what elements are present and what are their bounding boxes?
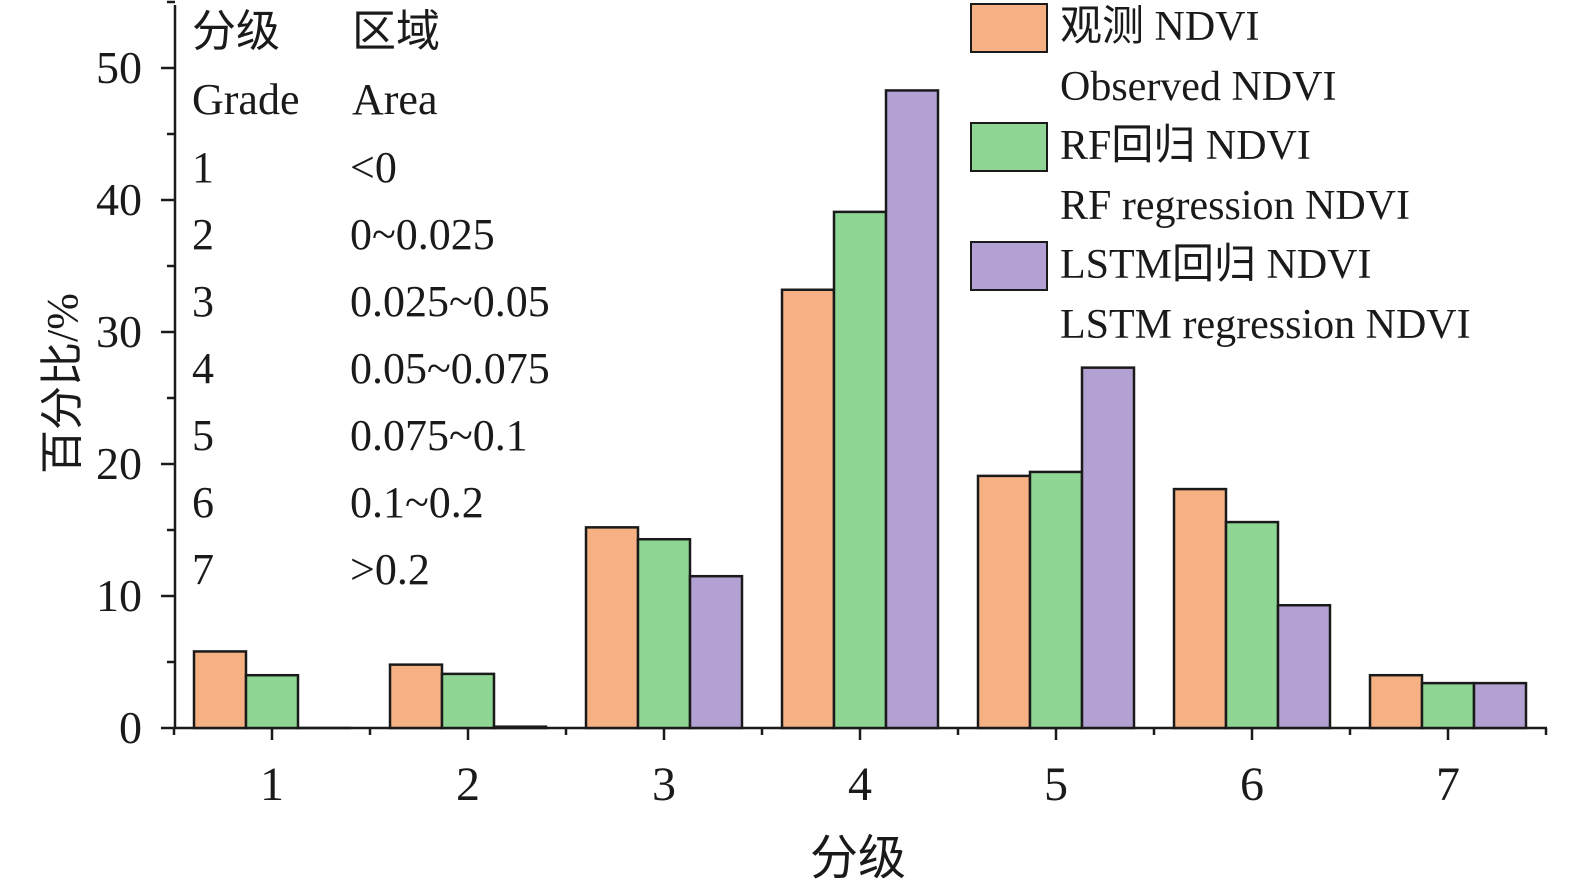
x-tick-label: 5 bbox=[1044, 758, 1068, 811]
table-grade-3: 3 bbox=[192, 280, 214, 324]
y-tick-label: 20 bbox=[96, 438, 142, 489]
legend-swatch-rf bbox=[970, 122, 1048, 172]
legend-label-rf-zh: RF回归 NDVI bbox=[1060, 125, 1311, 167]
table-header-grade-en: Grade bbox=[192, 78, 300, 122]
legend-label-lstm-en: LSTM regression NDVI bbox=[1060, 304, 1471, 346]
bar-rf-3 bbox=[638, 539, 690, 728]
table-area-2: 0~0.025 bbox=[350, 213, 495, 257]
bar-observed-1 bbox=[194, 651, 246, 728]
bar-lstm-6 bbox=[1278, 605, 1330, 728]
legend-swatch-lstm bbox=[970, 241, 1048, 291]
bar-observed-4 bbox=[782, 290, 834, 728]
x-tick-label: 2 bbox=[456, 758, 480, 811]
table-grade-4: 4 bbox=[192, 347, 214, 391]
bar-lstm-7 bbox=[1474, 683, 1526, 728]
x-tick-label: 1 bbox=[260, 758, 284, 811]
table-grade-1: 1 bbox=[192, 146, 214, 190]
legend-swatch-observed bbox=[970, 3, 1048, 53]
bar-rf-7 bbox=[1422, 683, 1474, 728]
x-tick-label: 3 bbox=[652, 758, 676, 811]
table-area-4: 0.05~0.075 bbox=[350, 347, 550, 391]
table-area-3: 0.025~0.05 bbox=[350, 280, 550, 324]
bar-observed-5 bbox=[978, 476, 1030, 728]
table-area-6: 0.1~0.2 bbox=[350, 481, 484, 525]
y-tick-label: 30 bbox=[96, 306, 142, 357]
legend-label-observed-en: Observed NDVI bbox=[1060, 66, 1336, 108]
table-grade-2: 2 bbox=[192, 213, 214, 257]
table-header-area-en: Area bbox=[352, 78, 438, 122]
x-tick-label: 6 bbox=[1240, 758, 1264, 811]
legend-label-lstm-zh: LSTM回归 NDVI bbox=[1060, 244, 1372, 286]
bar-observed-2 bbox=[390, 665, 442, 728]
x-tick-label: 7 bbox=[1436, 758, 1460, 811]
bar-lstm-5 bbox=[1082, 368, 1134, 728]
bar-observed-7 bbox=[1370, 675, 1422, 728]
bar-rf-4 bbox=[834, 212, 886, 728]
bar-rf-2 bbox=[442, 674, 494, 728]
bar-observed-6 bbox=[1174, 489, 1226, 728]
table-grade-5: 5 bbox=[192, 414, 214, 458]
table-area-7: >0.2 bbox=[350, 548, 430, 592]
table-area-1: <0 bbox=[350, 146, 397, 190]
table-grade-7: 7 bbox=[192, 548, 214, 592]
table-header-grade-zh: 分级 bbox=[192, 10, 280, 54]
y-tick-label: 0 bbox=[119, 702, 142, 753]
bar-lstm-4 bbox=[886, 90, 938, 728]
x-tick-label: 4 bbox=[848, 758, 872, 811]
bar-lstm-2 bbox=[494, 727, 546, 728]
legend-label-rf-en: RF regression NDVI bbox=[1060, 185, 1410, 227]
bar-rf-6 bbox=[1226, 522, 1278, 728]
bar-rf-1 bbox=[246, 675, 298, 728]
y-tick-label: 40 bbox=[96, 174, 142, 225]
bar-observed-3 bbox=[586, 527, 638, 728]
bar-lstm-3 bbox=[690, 576, 742, 728]
bar-rf-5 bbox=[1030, 472, 1082, 728]
table-area-5: 0.075~0.1 bbox=[350, 414, 528, 458]
y-tick-label: 50 bbox=[96, 42, 142, 93]
y-tick-label: 10 bbox=[96, 570, 142, 621]
y-axis-title: 百分比/% bbox=[26, 293, 90, 474]
table-grade-6: 6 bbox=[192, 481, 214, 525]
legend-label-observed-zh: 观测 NDVI bbox=[1060, 6, 1259, 48]
table-header-area-zh: 区域 bbox=[352, 10, 440, 54]
